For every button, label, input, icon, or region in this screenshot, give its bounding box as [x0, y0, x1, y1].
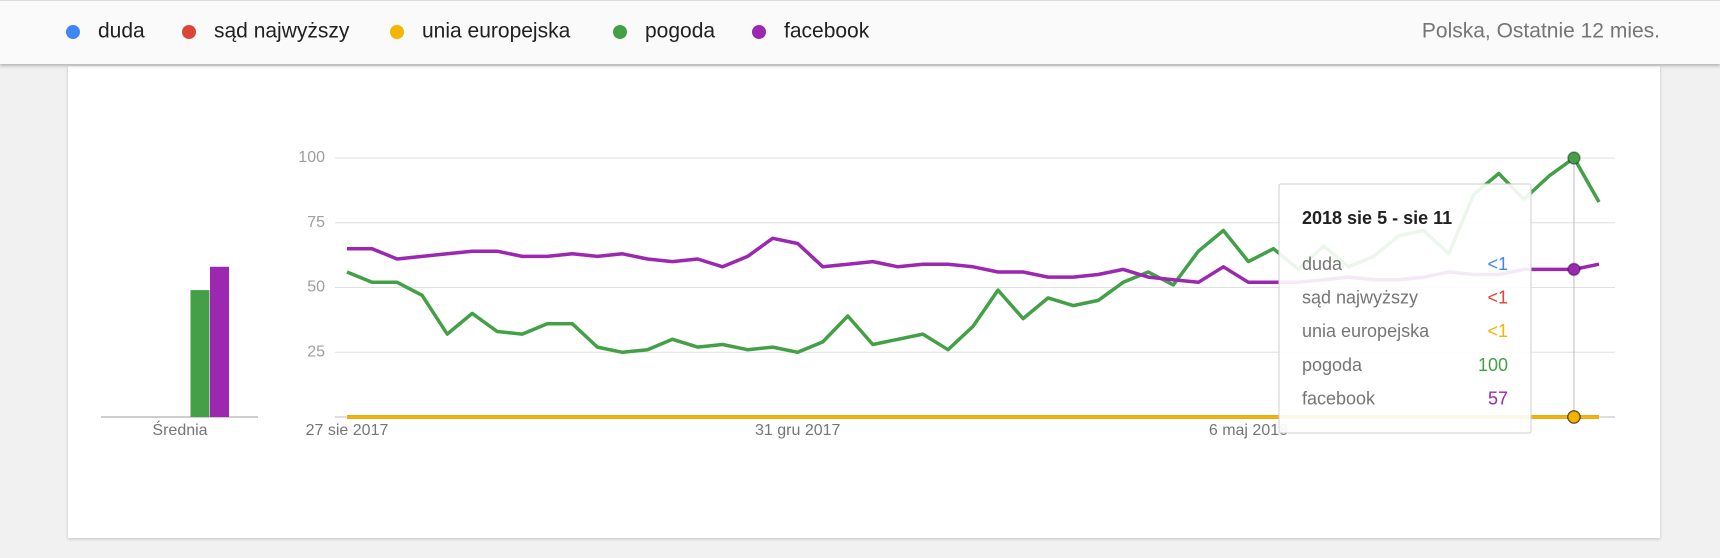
legend-dot[interactable] [752, 25, 766, 39]
legend-label[interactable]: pogoda [645, 20, 715, 43]
average-bar [190, 290, 210, 417]
y-tick-label: 75 [307, 214, 325, 231]
tooltip-value: <1 [1487, 254, 1508, 274]
average-bar [210, 266, 229, 417]
tooltip: 2018 sie 5 - sie 11 duda <1 sąd najwyższy <1… [1278, 183, 1532, 434]
tooltip-value: <1 [1487, 287, 1508, 307]
hover-dot [1567, 262, 1581, 277]
tooltip-term: unia europejska [1302, 321, 1430, 341]
tooltip-value: <1 [1487, 321, 1508, 341]
tooltip-title: 2018 sie 5 - sie 11 [1302, 208, 1452, 228]
legend-label[interactable]: duda [98, 20, 145, 43]
hover-dot [1567, 151, 1581, 165]
legend: Polska, Ostatnie 12 mies. duda sąd najwyż… [66, 20, 1660, 43]
legend-label[interactable]: sąd najwyższy [214, 20, 350, 43]
tooltip-term: sąd najwyższy [1302, 287, 1418, 307]
legend-label[interactable]: unia europejska [422, 20, 571, 43]
tooltip-value: 57 [1488, 389, 1508, 409]
header: Polska, Ostatnie 12 mies. duda sąd najwyż… [0, 0, 1720, 64]
tooltip-term: facebook [1302, 389, 1376, 409]
legend-dot[interactable] [66, 25, 80, 39]
x-tick-label: 27 sie 2017 [306, 422, 389, 439]
hover-dot [1567, 410, 1581, 424]
region-note: Polska, Ostatnie 12 mies. [1422, 20, 1660, 43]
legend-dot[interactable] [390, 25, 404, 39]
tooltip-value: 100 [1478, 355, 1508, 375]
y-tick-label: 50 [307, 279, 325, 296]
legend-dot[interactable] [613, 25, 627, 39]
tooltip-term: pogoda [1302, 355, 1363, 375]
tooltip-term: duda [1302, 254, 1343, 274]
tooltip-box [1278, 183, 1532, 434]
y-tick-label: 25 [307, 343, 325, 360]
x-tick-label: 6 maj 2018 [1209, 422, 1288, 439]
x-tick-label: 31 gru 2017 [755, 422, 841, 439]
legend-label[interactable]: facebook [784, 20, 870, 43]
y-tick-label: 100 [298, 149, 325, 166]
legend-dot[interactable] [182, 25, 196, 39]
bar-x-label: Średnia [152, 420, 207, 439]
